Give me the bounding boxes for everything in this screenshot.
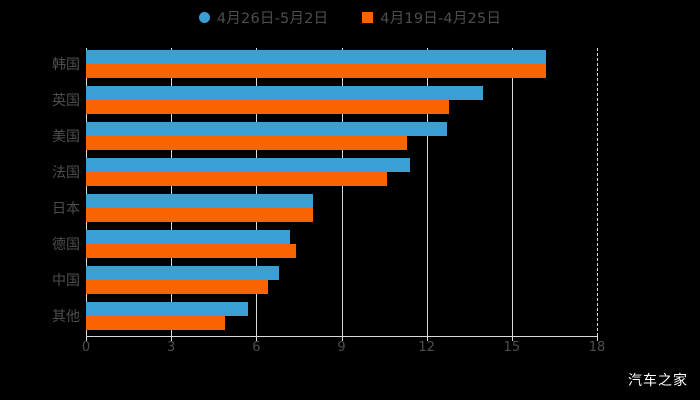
x-axis-tick xyxy=(426,336,428,341)
y-axis-label: 韩国 xyxy=(52,57,80,73)
watermark: 汽车之家 xyxy=(628,373,688,389)
y-axis-label: 中国 xyxy=(52,273,80,289)
legend-label-series-2: 4月19日-4月25日 xyxy=(380,10,502,27)
x-axis-tick xyxy=(597,336,598,341)
gridline xyxy=(86,48,87,336)
bar[interactable] xyxy=(86,194,314,208)
legend-swatch-orange-icon xyxy=(362,11,374,23)
bar[interactable] xyxy=(86,64,546,78)
y-axis-label: 美国 xyxy=(52,129,80,145)
gridline xyxy=(426,48,428,336)
x-axis-tick xyxy=(86,336,87,341)
x-axis-tick xyxy=(171,336,173,341)
gridline xyxy=(597,48,598,336)
x-axis-tick xyxy=(511,336,513,341)
x-axis-tick-label: 3 xyxy=(167,340,176,355)
gridline xyxy=(171,48,173,336)
bar[interactable] xyxy=(86,230,291,244)
bar[interactable] xyxy=(86,208,314,222)
bar[interactable] xyxy=(86,50,546,64)
x-axis-tick-label: 9 xyxy=(337,340,346,355)
bar[interactable] xyxy=(86,316,226,330)
bar[interactable] xyxy=(86,122,447,136)
bar[interactable] xyxy=(86,136,407,150)
bar[interactable] xyxy=(86,100,450,114)
bar[interactable] xyxy=(86,158,410,172)
bar[interactable] xyxy=(86,244,297,258)
bar[interactable] xyxy=(86,266,280,280)
legend-item-series-2[interactable]: 4月19日-4月25日 xyxy=(362,7,501,28)
x-axis-tick-label: 15 xyxy=(503,340,521,355)
y-axis-label: 德国 xyxy=(52,237,80,253)
x-axis-tick xyxy=(341,336,343,341)
y-axis-label: 其他 xyxy=(52,309,80,325)
legend-swatch-blue-icon xyxy=(198,11,210,23)
gridline xyxy=(341,48,343,336)
y-axis-label: 法国 xyxy=(52,165,80,181)
x-axis-tick-label: 6 xyxy=(252,340,261,355)
plot-area xyxy=(86,48,598,336)
x-axis-tick-label: 18 xyxy=(588,340,606,355)
x-axis-tick-label: 0 xyxy=(81,340,91,355)
x-axis-tick-label: 12 xyxy=(418,340,435,355)
legend-label-series-1: 4月26日-5月2日 xyxy=(216,10,329,27)
bar[interactable] xyxy=(86,172,387,186)
legend-item-series-1[interactable]: 4月26日-5月2日 xyxy=(198,7,329,28)
y-axis-label: 英国 xyxy=(52,93,80,109)
y-axis-label: 日本 xyxy=(52,201,80,217)
bar[interactable] xyxy=(86,86,484,100)
gridline xyxy=(256,48,258,336)
y-axis-labels: 韩国英国美国法国日本德国中国其他 xyxy=(6,48,80,336)
bar[interactable] xyxy=(86,302,248,316)
x-axis-tick xyxy=(256,336,258,341)
bar[interactable] xyxy=(86,280,268,294)
chart-legend: 4月26日-5月2日 4月19日-4月25日 xyxy=(0,6,700,28)
gridline xyxy=(511,48,513,336)
